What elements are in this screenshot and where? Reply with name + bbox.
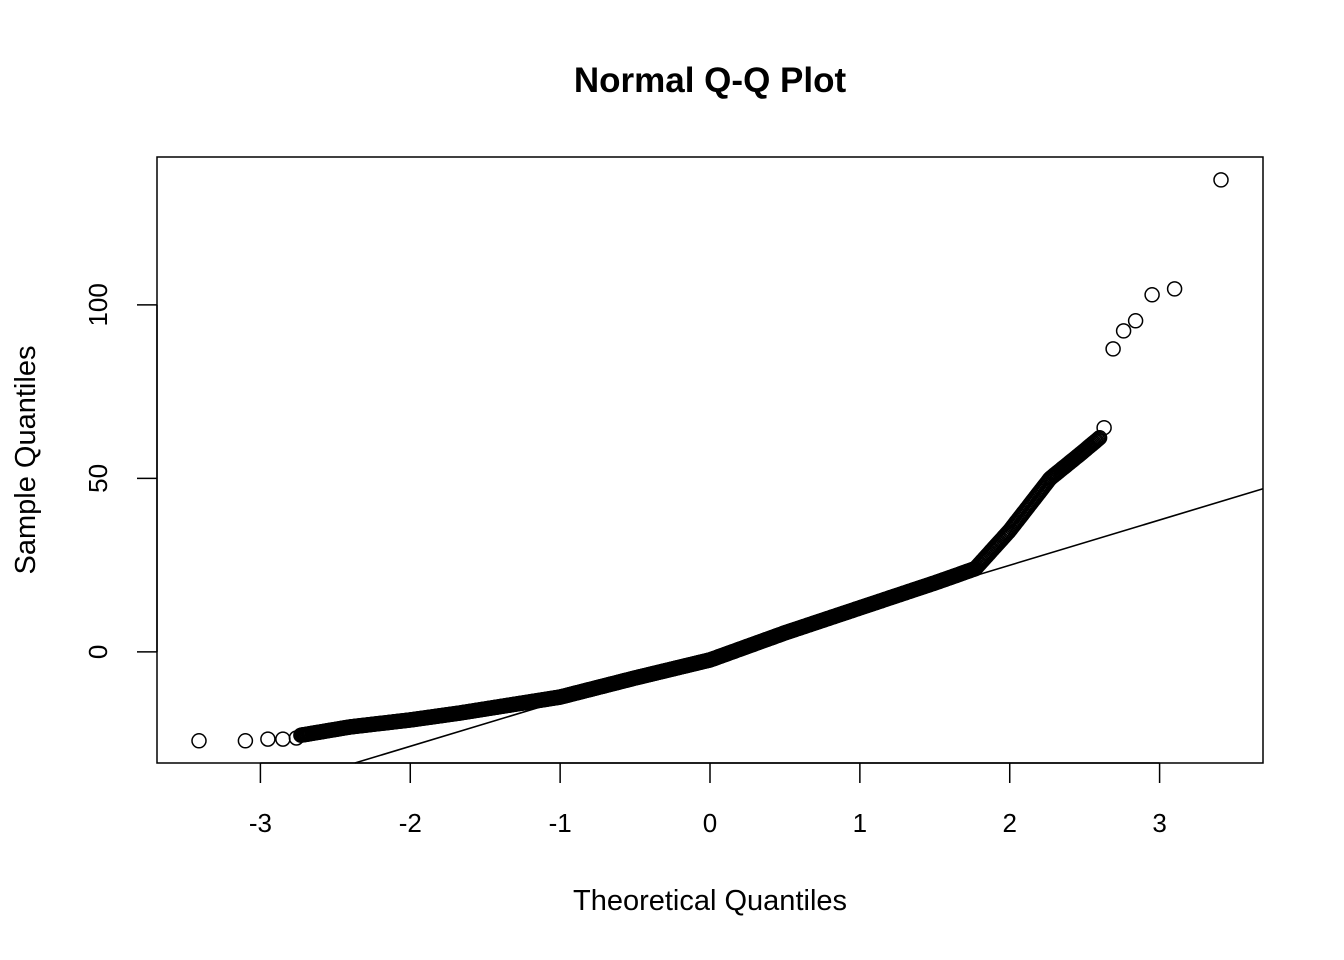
data-point — [1166, 281, 1183, 297]
data-point — [275, 731, 291, 747]
x-tick-label: -2 — [399, 808, 422, 838]
y-tick-label: 0 — [83, 645, 113, 659]
data-point — [191, 733, 207, 749]
data-point — [1105, 341, 1121, 357]
data-point — [1088, 432, 1104, 449]
data-point — [1091, 430, 1108, 446]
data-point — [1213, 172, 1229, 188]
data-point — [1144, 287, 1160, 303]
x-tick-label: 1 — [853, 808, 867, 838]
y-tick-label: 50 — [83, 464, 113, 493]
data-point — [237, 733, 254, 749]
points-group — [191, 172, 1229, 749]
x-axis-label: Theoretical Quantiles — [573, 885, 847, 917]
x-tick-label: 0 — [703, 808, 717, 838]
data-point — [288, 730, 305, 746]
data-point — [1087, 433, 1103, 450]
x-axis: -3 -2 -1 0 1 2 3 — [249, 762, 1167, 838]
y-tick-label: 100 — [83, 283, 113, 326]
data-point — [1127, 313, 1144, 329]
plot-frame — [156, 156, 1264, 764]
data-point — [1096, 419, 1112, 436]
x-tick-label: -3 — [249, 808, 272, 838]
chart-title: Normal Q-Q Plot — [574, 61, 847, 100]
x-tick-label: 3 — [1152, 808, 1166, 838]
y-axis: 0 50 100 — [83, 283, 158, 659]
data-point — [1115, 323, 1132, 339]
y-axis-label: Sample Quantiles — [10, 346, 42, 575]
data-point — [260, 731, 276, 747]
data-point — [1086, 434, 1102, 451]
x-tick-label: -1 — [549, 808, 572, 838]
x-tick-label: 2 — [1002, 808, 1016, 838]
data-point — [1089, 431, 1106, 448]
